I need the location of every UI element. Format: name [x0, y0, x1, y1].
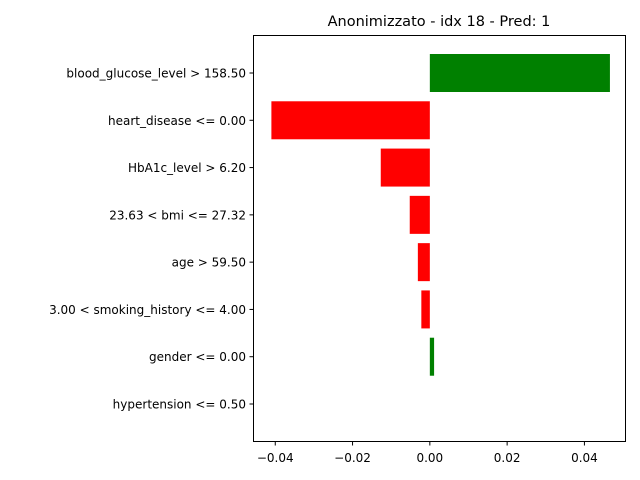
y-tick-label-2: HbA1c_level > 6.20: [128, 161, 246, 175]
y-tick-label-7: hypertension <= 0.50: [113, 398, 246, 412]
plot-frame: [253, 35, 626, 442]
x-tick-label-1: −0.02: [334, 451, 371, 465]
y-tick-label-4: age > 59.50: [172, 256, 246, 270]
x-tick-label-3: 0.02: [494, 451, 521, 465]
bar-6: [429, 337, 435, 376]
x-tick-label-4: 0.04: [571, 451, 598, 465]
y-tick-label-6: gender <= 0.00: [149, 350, 246, 364]
y-tick-label-5: 3.00 < smoking_history <= 4.00: [49, 303, 246, 317]
x-tick-label-2: 0.00: [416, 451, 443, 465]
y-tick-label-1: heart_disease <= 0.00: [108, 114, 246, 128]
bar-5: [421, 290, 430, 329]
x-tick-label-0: −0.04: [257, 451, 294, 465]
bar-2: [380, 148, 430, 187]
bar-3: [409, 195, 430, 234]
bars-group: [271, 54, 610, 376]
bar-1: [271, 101, 430, 140]
bar-0: [429, 54, 610, 92]
x-axis: −0.04 −0.02 0.00 0.02 0.04: [257, 441, 598, 465]
chart-title: Anonimizzato - idx 18 - Pred: 1: [328, 14, 551, 30]
y-tick-labels: blood_glucose_level > 158.50 heart_diseas…: [49, 67, 254, 412]
bar-4: [417, 243, 430, 282]
y-tick-label-3: 23.63 < bmi <= 27.32: [109, 208, 246, 222]
y-tick-label-0: blood_glucose_level > 158.50: [66, 67, 246, 81]
